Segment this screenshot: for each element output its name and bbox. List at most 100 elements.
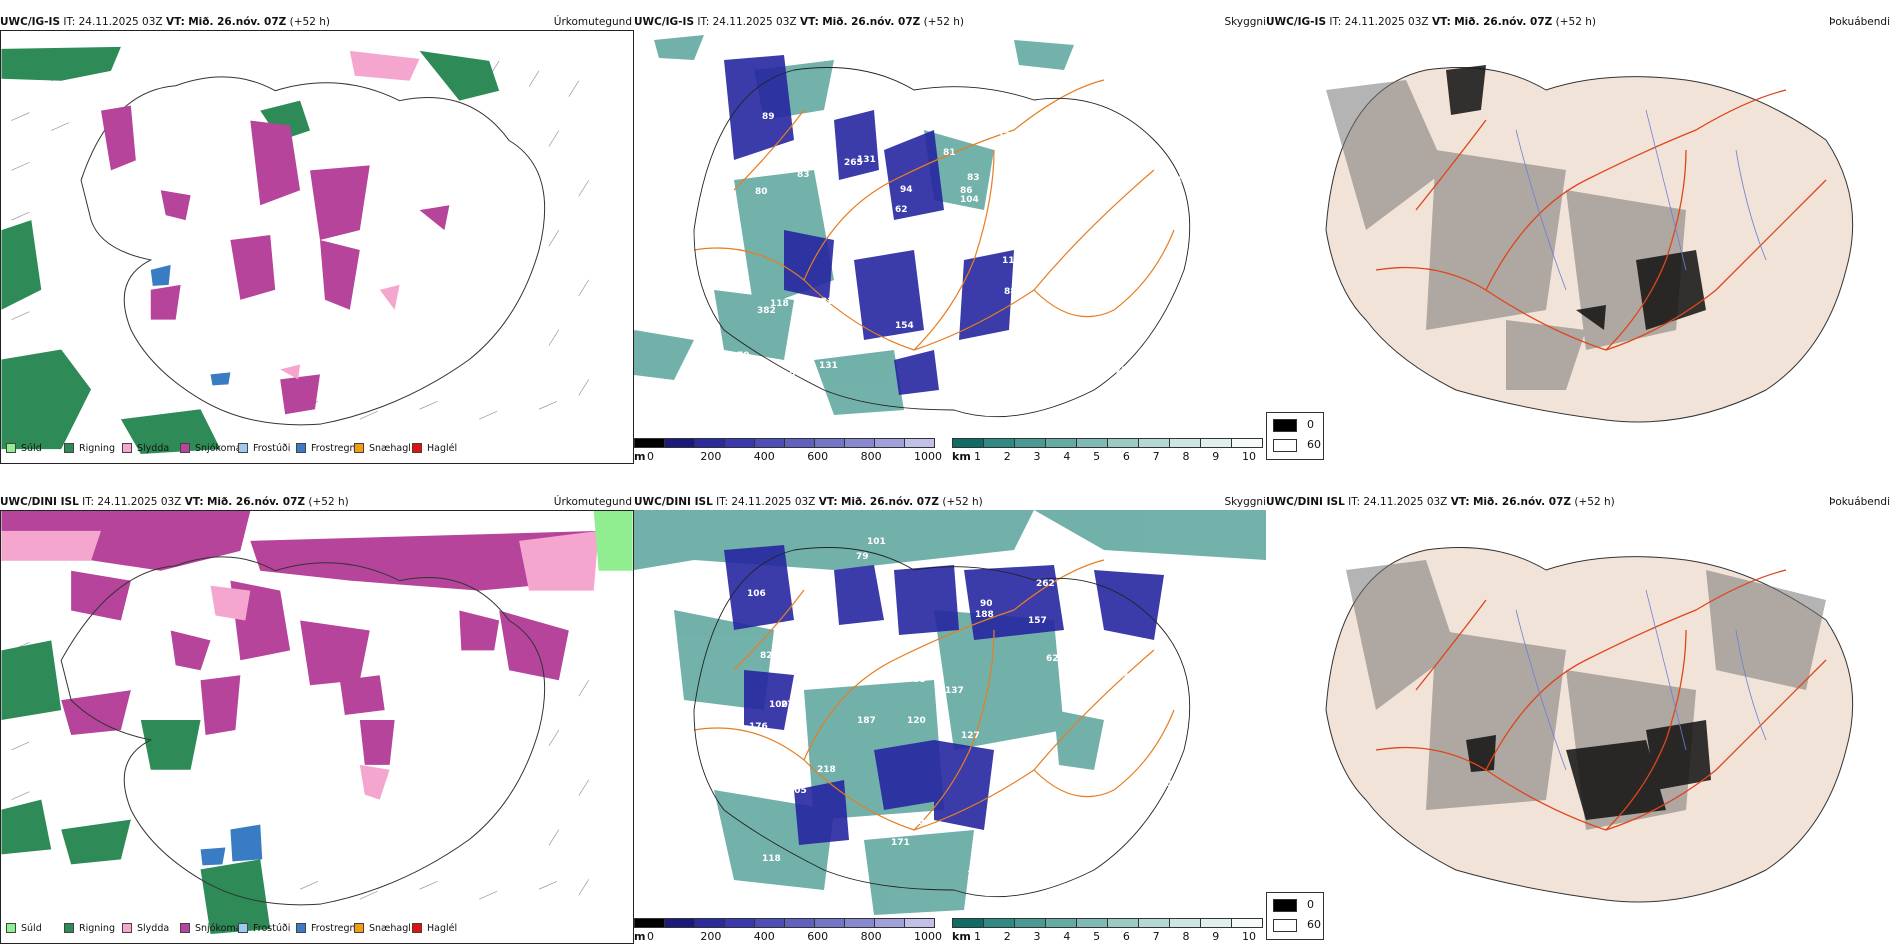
colorbar-cell [634,438,665,448]
colorbar-tick: 800 [860,450,882,463]
fog-key-label: 60 [1307,438,1321,451]
ceiling-colorbar: m 0 200 400 600 800 1000 [634,918,944,944]
legend-label: Haglél [427,442,458,454]
rain-areas [1,640,271,935]
ceiling-value-label: 129 [946,384,965,394]
colorbar-tick: 600 [807,930,829,943]
legend-label: Súld [21,922,42,934]
legend-item: Slydda [122,442,169,454]
precip-type-map[interactable] [0,510,634,944]
legend-item: Rigning [64,922,115,934]
colorbar-cell [1014,918,1046,928]
ceiling-value-label: 61 [1153,89,1166,99]
colorbar-cell [952,918,984,928]
legend-label: Snjókoma [195,442,242,454]
colorbar-cell [1076,438,1108,448]
panel-title: Skyggni [1224,496,1267,508]
ceiling-value-label: 118 [762,854,781,864]
ceiling-value-label: 83 [967,173,980,183]
colorbar-tick: 1 [974,450,981,463]
colorbar-unit: km [952,450,971,463]
legend-item: Súld [6,442,42,454]
precip-type-map[interactable] [0,30,634,464]
ceiling-value-label: 75 [1031,254,1044,264]
precip-legend: Súld Rigning Slydda Snjókoma Frostúði Frostre… [6,442,476,456]
ceiling-value-label: 759 [1115,366,1134,376]
legend-swatch [238,923,248,933]
fog-key-label: 0 [1307,898,1314,911]
ceiling-value-label: 154 [895,321,914,331]
road-network [1375,89,1827,351]
valid-label: VT: [184,496,204,508]
iceland-outline [693,547,1191,898]
model-name: UWC/DINI ISL [634,496,713,508]
ceiling-value-label: 59 [912,817,925,827]
visibility-map[interactable]: 101 262 301 120 127 278 106 157 176 188 137 118 79 18… [634,510,1266,924]
valid-time: Mið. 26.nóv. 07Z [822,16,921,28]
colorbar-cell [694,918,725,928]
valid-label: VT: [799,16,819,28]
legend-swatch [296,443,306,453]
sleet-areas [280,50,420,380]
fog-index-map[interactable] [1266,30,1900,430]
fog-dense [1466,720,1711,820]
colorbar-cell [1045,438,1077,448]
ceiling-value-label: 81 [1080,365,1093,375]
legend-item: Snæhagl [354,442,411,454]
colorbar-tick: 2 [1003,450,1011,463]
ceiling-value-label: 71 [900,67,913,77]
colorbar-cell [1169,918,1201,928]
low-ceiling-areas [724,545,1164,845]
colorbar-cell [844,438,875,448]
ceiling-value-label: 171 [891,838,910,848]
valid-time: Mið. 26.nóv. 07Z [188,16,287,28]
legend-swatch [64,443,74,453]
ceiling-value-label: 87 [889,665,902,675]
ceiling-value-label: 131 [819,361,838,371]
colorbar-cell [904,438,935,448]
colorbar-cell [1169,438,1201,448]
ceiling-value-label: 643 [1069,543,1088,553]
colorbar-tick: 8 [1182,450,1190,463]
legend-label: Snæhagl [369,442,411,454]
ceiling-value-label: 284 [1163,176,1182,186]
legend-item: Frostúði [238,922,290,934]
ceiling-value-label: 262 [1036,579,1055,589]
colorbar-tick: 1000 [914,450,942,463]
legend-label: Haglél [427,922,458,934]
visibility-map[interactable]: 759 80 28 108 12 102 70 81 118 131 79 32 162 83 75 89 71… [634,30,1266,444]
ceiling-value-label: 100 [769,700,788,710]
colorbar-tick: 9 [1212,930,1220,943]
legend-label: Rigning [79,922,115,934]
ceiling-value-label: 82 [760,651,773,661]
road-network [693,79,1175,351]
legend-label: Snjókoma [195,922,242,934]
legend-swatch [412,923,422,933]
legend-label: Frostregn [311,922,356,934]
ceiling-value-label: 278 [781,700,800,710]
panel-title: Úrkomutegund [553,16,632,28]
legend-label: Rigning [79,442,115,454]
visibility-panel-bottom: UWC/DINI ISL IT: 24.11.2025 03Z VT: Mið.… [634,494,1266,944]
ceiling-value-label: 106 [747,589,766,599]
fog-key-swatch [1273,899,1297,912]
legend-swatch [354,923,364,933]
ceiling-value-label: 59 [1029,81,1042,91]
ceiling-value-label: 62 [895,205,908,215]
ceiling-value-label: 81 [943,148,956,158]
init-time: IT: 24.11.2025 03Z [697,16,797,28]
ceiling-value-label: 101 [867,537,886,547]
sleet-areas [1,530,599,800]
legend-label: Frostúði [253,442,291,454]
colorbar-tick: 10 [1242,450,1256,463]
ceiling-values-bottom: 101 262 301 120 127 278 106 157 176 188 137 118 79 18… [732,537,1178,880]
colorbar-tick: 5 [1093,450,1101,463]
fog-index-map[interactable] [1266,510,1900,910]
ceiling-value-label: 404 [1159,779,1178,789]
precip-type-panel-bottom: UWC/DINI ISL IT: 24.11.2025 03Z VT: Mið.… [0,494,634,944]
ceiling-value-label: 301 [1151,675,1170,685]
colorbar-unit: m [634,450,646,463]
ceiling-value-label: 104 [960,195,979,205]
legend-swatch [354,443,364,453]
ceiling-value-label: 187 [857,716,876,726]
